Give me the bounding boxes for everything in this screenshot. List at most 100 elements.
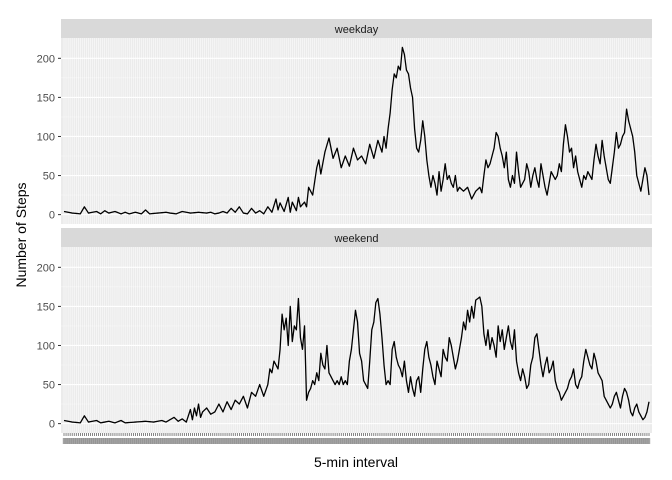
x-tick-label: [631, 438, 634, 444]
x-tick-label: [531, 438, 535, 444]
x-tick-label: [130, 438, 133, 444]
x-tick-label: [309, 438, 312, 444]
x-tick-label: [619, 438, 622, 444]
x-tick-label: [507, 438, 510, 444]
x-tick-label: [411, 438, 414, 444]
x-tick-label: [164, 438, 168, 444]
x-tick-label: [519, 438, 522, 444]
x-tick-label: [268, 438, 272, 444]
y-tick-label: 50: [43, 380, 55, 392]
x-tick-label: [423, 438, 426, 444]
x-tick-label: [476, 438, 479, 444]
x-tick-label: [543, 438, 547, 444]
x-tick-label: [260, 438, 263, 444]
x-tick-label: [429, 438, 433, 444]
x-tick-label: [217, 438, 221, 444]
x-tick-label: [580, 438, 583, 444]
x-tick-label: [499, 438, 502, 444]
x-tick-label: [170, 438, 174, 444]
y-tick-label: 100: [37, 131, 55, 143]
x-tick-label: [529, 438, 532, 444]
x-tick-label: [99, 438, 102, 444]
facet-strip-label: weekend: [333, 233, 378, 245]
x-tick-label: [319, 438, 323, 444]
x-tick-label: [128, 438, 131, 444]
x-tick-label: [466, 438, 469, 444]
x-tick-label: [503, 438, 506, 444]
x-tick-label: [113, 438, 117, 444]
x-tick-label: [115, 438, 119, 444]
x-tick-label: [97, 438, 100, 444]
x-tick-label: [425, 438, 429, 444]
panel-background: [61, 247, 652, 433]
x-tick-label: [582, 438, 585, 444]
x-tick-label: [515, 438, 518, 444]
x-tick-label: [401, 438, 404, 444]
x-tick-label: [562, 438, 565, 444]
x-tick-label: [348, 438, 351, 444]
x-tick-label: [635, 438, 638, 444]
x-tick-label: [105, 438, 109, 444]
x-tick-label: [189, 438, 192, 444]
x-tick-label: [183, 438, 186, 444]
x-tick-label: [415, 438, 418, 444]
x-tick-label: [168, 438, 172, 444]
x-tick-label: [266, 438, 270, 444]
x-tick-label: [437, 438, 441, 444]
x-tick-label: [509, 438, 512, 444]
x-tick-label: [313, 438, 316, 444]
x-tick-label: [639, 438, 643, 444]
x-tick-label: [360, 438, 363, 444]
x-tick-label: [637, 438, 641, 444]
x-tick-label: [590, 438, 594, 444]
y-tick-label: 50: [43, 171, 55, 183]
panel-weekend: weekend 0 50 100 150 200: [37, 228, 652, 433]
x-tick-label: [362, 438, 365, 444]
x-tick-label: [494, 438, 498, 444]
x-tick-label: [417, 438, 420, 444]
x-tick-label: [598, 438, 602, 444]
x-tick-label: [337, 438, 341, 444]
x-tick-label: [299, 438, 302, 444]
x-tick-label: [407, 438, 410, 444]
x-tick-label: [364, 438, 367, 444]
x-tick-label: [374, 438, 378, 444]
x-tick-label: [272, 438, 276, 444]
x-tick-label: [376, 438, 380, 444]
x-tick-label: [393, 438, 396, 444]
x-tick-label: [119, 438, 123, 444]
x-tick-label: [358, 438, 361, 444]
x-tick-label: [64, 438, 68, 444]
x-tick-label: [303, 438, 306, 444]
x-tick-label: [254, 438, 257, 444]
x-tick-label: [256, 438, 259, 444]
x-tick-label: [203, 438, 206, 444]
x-tick-label: [236, 438, 239, 444]
x-tick-label: [458, 438, 461, 444]
x-tick-label: [545, 438, 549, 444]
x-tick-label: [439, 438, 443, 444]
x-tick-label: [480, 438, 484, 444]
x-tick-label: [91, 438, 94, 444]
x-tick-label: [148, 438, 151, 444]
x-tick-label: [419, 438, 422, 444]
x-tick-label: [262, 438, 265, 444]
x-tick-label: [315, 438, 318, 444]
x-tick-label: [77, 438, 80, 444]
x-tick-label: [464, 438, 467, 444]
x-tick-label: [399, 438, 402, 444]
x-tick-label: [578, 438, 581, 444]
x-tick-label: [395, 438, 398, 444]
x-tick-label: [397, 438, 400, 444]
x-tick-label: [125, 438, 129, 444]
x-tick-label: [101, 438, 104, 444]
x-tick-label: [409, 438, 412, 444]
x-tick-label: [446, 438, 449, 444]
x-tick-label: [211, 438, 214, 444]
x-tick-label: [356, 438, 359, 444]
series-line-weekend: [63, 296, 650, 424]
x-tick-label: [156, 438, 159, 444]
x-tick-label: [609, 438, 612, 444]
x-tick-label: [242, 438, 245, 444]
x-tick-label: [572, 438, 575, 444]
